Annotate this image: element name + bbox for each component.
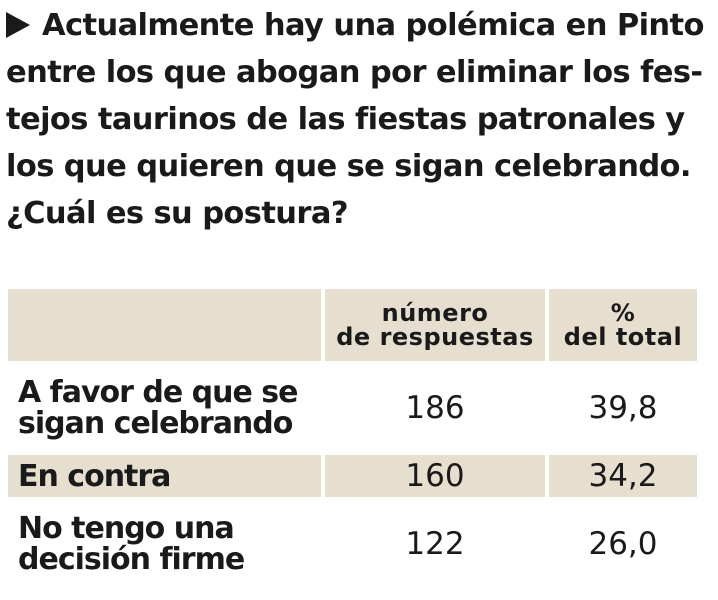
row-percent: 39,8 — [588, 390, 658, 426]
header-percent-line1: % — [610, 299, 636, 327]
row-label-line1: En contra — [18, 458, 171, 494]
header-responses-line2: de respuestas — [336, 323, 534, 351]
header-responses: número de respuestas — [325, 289, 545, 361]
results-table: número de respuestas % del total A favor… — [8, 289, 697, 591]
row-percent: 26,0 — [588, 526, 658, 562]
row-percent: 34,2 — [549, 455, 697, 497]
question-text: Actualmente hay una polémica en Pinto en… — [6, 8, 704, 231]
row-label-line1: A favor de que se — [18, 375, 298, 410]
header-percent: % del total — [549, 289, 697, 361]
table-row: En contra 160 34,2 — [8, 455, 697, 497]
header-percent-line2: del total — [563, 323, 683, 351]
row-responses: 122 — [405, 526, 465, 562]
row-label-line2: sigan celebrando — [18, 406, 293, 441]
survey-question: Actualmente hay una polémica en Pinto en… — [6, 2, 711, 237]
row-label-line1: No tengo una — [18, 511, 235, 546]
row-label-line2: decisión firme — [18, 542, 245, 577]
right-triangle-arrow-icon — [6, 12, 30, 38]
row-responses: 160 — [325, 455, 545, 497]
header-responses-line1: número — [381, 299, 489, 327]
row-label: No tengo una decisión firme — [8, 501, 321, 587]
row-label: A favor de que se sigan celebrando — [8, 365, 321, 451]
row-label: En contra — [8, 455, 321, 497]
row-responses: 186 — [405, 390, 465, 426]
header-empty-cell — [8, 289, 321, 361]
table-header-row: número de respuestas % del total — [8, 289, 697, 361]
table-row: No tengo una decisión firme 122 26,0 — [8, 501, 697, 587]
table-row: A favor de que se sigan celebrando 186 3… — [8, 365, 697, 451]
